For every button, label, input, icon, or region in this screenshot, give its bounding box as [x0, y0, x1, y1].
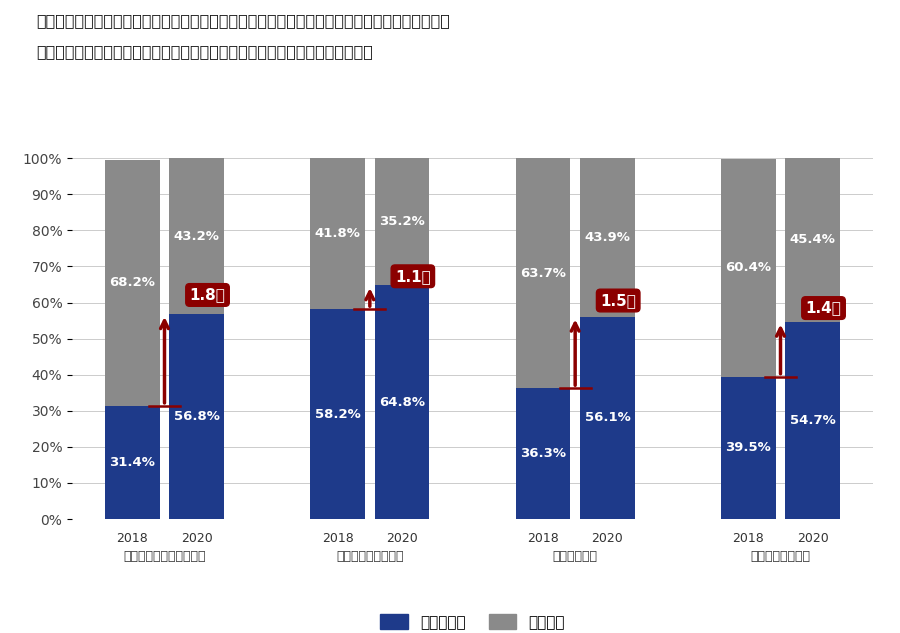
Text: 2020: 2020: [796, 532, 829, 544]
Text: 58.2%: 58.2%: [315, 408, 360, 420]
Bar: [374, 158, 429, 285]
Text: 1.1倍: 1.1倍: [395, 269, 431, 284]
Text: アドベリフィケーション: アドベリフィケーション: [123, 549, 206, 563]
Text: 2018: 2018: [733, 532, 764, 544]
Text: 64.8%: 64.8%: [379, 396, 425, 409]
Text: 2018: 2018: [321, 532, 354, 544]
Bar: [169, 158, 224, 314]
Text: 68.2%: 68.2%: [109, 276, 155, 289]
Text: 1.5倍: 1.5倍: [600, 293, 636, 308]
Text: 54.7%: 54.7%: [790, 414, 835, 427]
Bar: [786, 322, 840, 519]
Text: ビューアビリティ: ビューアビリティ: [751, 549, 811, 563]
Text: 2018: 2018: [527, 532, 559, 544]
Text: 35.2%: 35.2%: [379, 215, 425, 229]
Text: 43.2%: 43.2%: [174, 230, 220, 242]
Text: 60.4%: 60.4%: [725, 261, 771, 274]
Bar: [169, 314, 224, 519]
Text: 63.7%: 63.7%: [520, 266, 566, 280]
Bar: [516, 388, 571, 519]
Bar: [786, 158, 840, 322]
Text: アドフラウド: アドフラウド: [553, 549, 598, 563]
Text: ブランドセーフティ: ブランドセーフティ: [336, 549, 403, 563]
Bar: [516, 158, 571, 388]
Text: 2020: 2020: [591, 532, 624, 544]
Text: 41.8%: 41.8%: [315, 227, 361, 240]
Bar: [721, 159, 776, 377]
Text: 45.4%: 45.4%: [790, 234, 836, 246]
Bar: [580, 316, 634, 519]
Text: 1.4倍: 1.4倍: [806, 301, 842, 316]
Bar: [721, 377, 776, 519]
Text: 2020: 2020: [386, 532, 418, 544]
Text: 「アドフラウド」「ビューアビリティ」といったキーワードをご存知ですか？: 「アドフラウド」「ビューアビリティ」といったキーワードをご存知ですか？: [36, 44, 373, 60]
Bar: [374, 285, 429, 519]
Bar: [105, 160, 159, 406]
Bar: [310, 158, 365, 309]
Text: 2020: 2020: [181, 532, 212, 544]
Text: 43.9%: 43.9%: [584, 231, 630, 244]
Bar: [105, 406, 159, 519]
Text: あなたは、デジタル広告配信における「アドベリフィケーション」や、「ブランドセーフティ」: あなたは、デジタル広告配信における「アドベリフィケーション」や、「ブランドセーフ…: [36, 13, 450, 28]
Bar: [580, 158, 634, 316]
Text: 31.4%: 31.4%: [109, 456, 155, 469]
Text: 2018: 2018: [116, 532, 148, 544]
Bar: [310, 309, 365, 519]
Text: 56.8%: 56.8%: [174, 410, 220, 423]
Text: 56.1%: 56.1%: [585, 411, 630, 424]
Text: 39.5%: 39.5%: [725, 441, 771, 454]
Text: 36.3%: 36.3%: [520, 447, 566, 460]
Text: 1.8倍: 1.8倍: [190, 287, 226, 303]
Legend: 知っている, 知らない: 知っている, 知らない: [373, 606, 572, 633]
